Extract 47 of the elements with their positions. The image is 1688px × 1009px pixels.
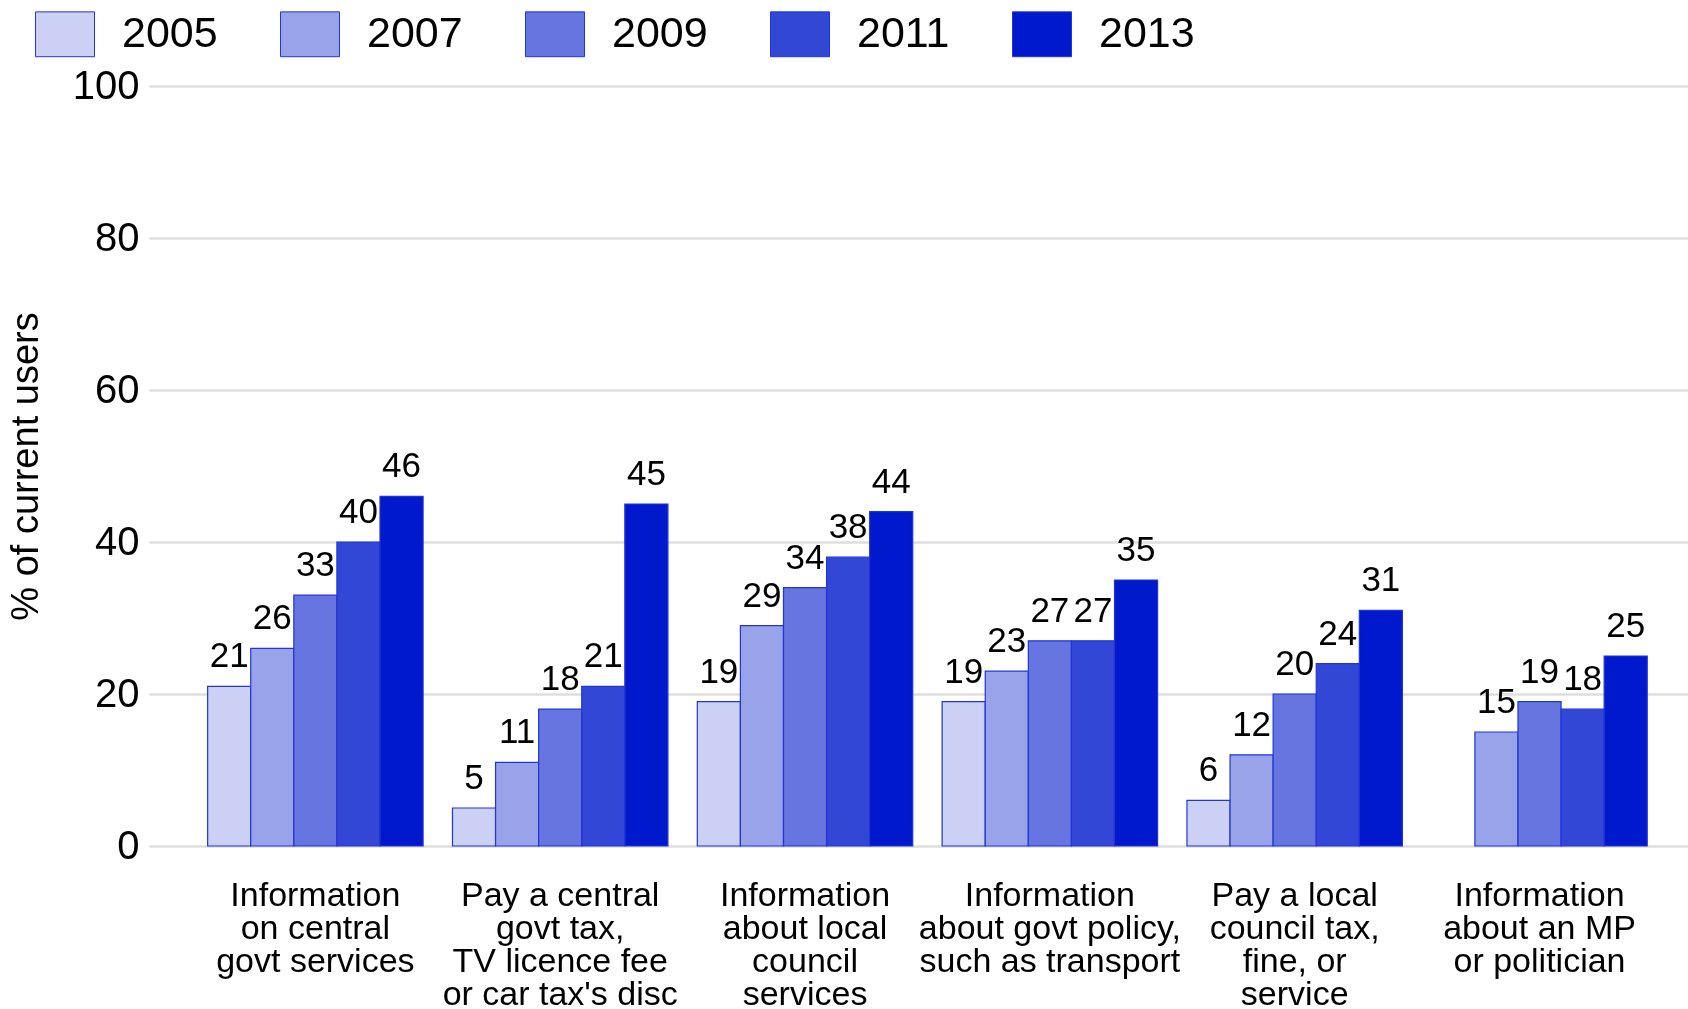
x-tick-label: Pay a central govt tax, TV licence fee or car tax's disc [442, 874, 678, 1009]
data-label: 25 [1606, 605, 1646, 644]
data-label: 20 [1275, 643, 1315, 682]
data-label: 27 [1073, 589, 1113, 629]
legend-label: 2009 [612, 8, 708, 57]
y-tick-label: 20 [95, 670, 140, 715]
data-label: 12 [1232, 703, 1272, 743]
y-tick-label: 40 [95, 518, 140, 563]
y-tick-label: 60 [95, 366, 140, 411]
data-label: 18 [540, 658, 580, 698]
x-tick-label: Information about an MP or politician [1443, 874, 1636, 979]
y-tick-label: 100 [72, 62, 140, 107]
data-label: 19 [944, 650, 984, 690]
legend-label: 2011 [857, 8, 950, 57]
data-label: 5 [464, 757, 484, 796]
data-label: 31 [1361, 559, 1401, 599]
x-tick-label: Information about govt policy, such as transport [918, 874, 1181, 979]
y-tick-label: 80 [95, 214, 140, 259]
data-label: 29 [742, 574, 782, 614]
data-label: 23 [987, 620, 1027, 660]
data-label: 45 [626, 453, 666, 492]
data-label: 44 [871, 460, 911, 500]
data-label: 35 [1116, 529, 1156, 568]
x-tick-label: Information about local council services [719, 874, 891, 1009]
data-label: 46 [382, 445, 422, 485]
y-axis-title: % of current users [3, 312, 46, 621]
data-label: 38 [828, 506, 868, 546]
data-label: 6 [1198, 749, 1219, 789]
data-label: 19 [699, 650, 739, 690]
data-label: 34 [785, 536, 825, 576]
x-tick-label: Pay a local council tax, fine, or service [1209, 874, 1380, 1009]
data-label: 21 [209, 635, 249, 675]
y-tick-label: 0 [117, 822, 140, 867]
data-label: 11 [498, 711, 536, 751]
legend-label: 2013 [1099, 8, 1195, 57]
data-label: 18 [1563, 658, 1603, 698]
x-tick-label: Information on central govt services [216, 874, 415, 979]
legend-label: 2007 [367, 8, 463, 57]
data-label: 33 [295, 544, 335, 584]
data-label: 40 [338, 491, 378, 530]
data-label: 26 [252, 597, 292, 637]
data-label: 24 [1318, 612, 1358, 652]
legend-label: 2005 [122, 8, 218, 57]
data-label: 15 [1476, 681, 1516, 720]
data-label: 19 [1520, 650, 1559, 690]
data-label: 21 [583, 635, 623, 675]
data-label: 27 [1030, 589, 1070, 629]
